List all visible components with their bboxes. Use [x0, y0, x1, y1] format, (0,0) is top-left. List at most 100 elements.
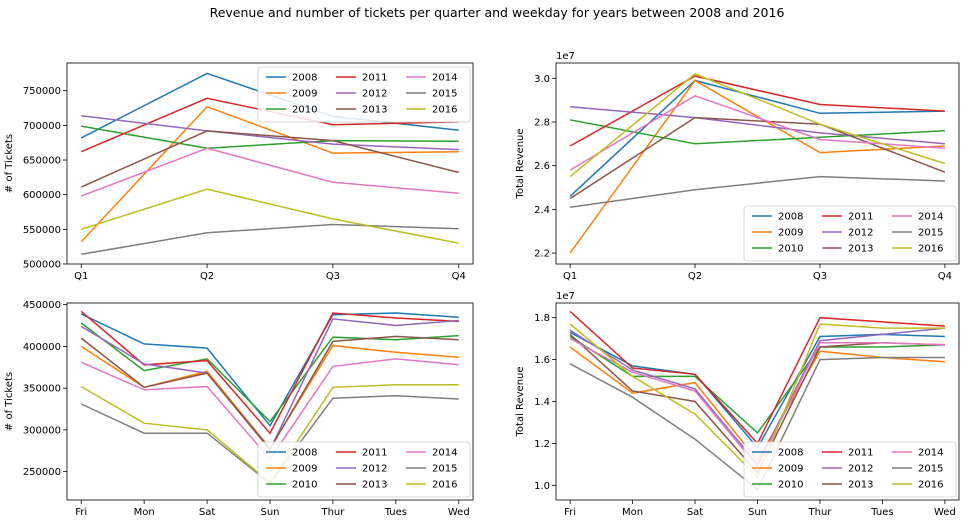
legend-label: 2009 — [778, 464, 803, 475]
x-tick-label: Thur — [808, 507, 833, 518]
legend-label: 2013 — [362, 480, 387, 491]
plot-frame — [66, 62, 474, 265]
legend-label: 2013 — [362, 105, 387, 116]
y-axis-label: Total Revenue — [515, 366, 526, 437]
y-tick-label: 1.0 — [534, 481, 550, 492]
legend-label: 2014 — [432, 448, 457, 459]
y-tick-label: 500000 — [23, 260, 61, 271]
y-exponent-label: 1e7 — [556, 291, 575, 302]
legend-label: 2008 — [778, 448, 803, 459]
series-line-2010 — [569, 119, 945, 145]
series-line-2008 — [80, 312, 459, 428]
x-tick-label: Thur — [320, 507, 345, 518]
legend-label: 2011 — [848, 212, 873, 223]
series-line-2015 — [569, 175, 945, 208]
y-axis-label: # of Tickets — [4, 372, 15, 431]
legend-label: 2011 — [848, 448, 873, 459]
series-line-2011 — [569, 75, 945, 147]
legend-label: 2012 — [362, 89, 387, 100]
y-tick-label: 2.8 — [534, 117, 550, 128]
legend-label: 2015 — [432, 464, 457, 475]
y-tick-label: 3.0 — [534, 74, 550, 85]
x-tick-label: Q3 — [326, 271, 340, 282]
legend-label: 2008 — [292, 73, 317, 84]
series-line-2013 — [569, 116, 946, 200]
legend: 2008 2009 2010 2011 2012 2013 2014 2015 2016 — [257, 441, 471, 498]
legend-label: 2014 — [432, 73, 457, 84]
legend-label: 2015 — [918, 464, 943, 475]
legend-label: 2010 — [292, 105, 317, 116]
y-tick-label: 300000 — [23, 425, 61, 436]
x-tick-label: Q2 — [688, 271, 702, 282]
legend-label: 2016 — [432, 105, 457, 116]
legend-label: 2011 — [362, 73, 387, 84]
series-line-2016 — [80, 188, 459, 244]
series-line-2015 — [81, 223, 459, 256]
series-line-2010 — [80, 322, 459, 423]
legend-label: 2015 — [432, 89, 457, 100]
legend-label: 2008 — [778, 212, 803, 223]
legend-label: 2016 — [918, 480, 943, 491]
legend: 2008 2009 2010 2011 2012 2013 2014 2015 2016 — [257, 66, 471, 123]
x-tick-label: Sat — [687, 507, 703, 518]
legend-label: 2012 — [848, 464, 873, 475]
legend-label: 2009 — [292, 89, 317, 100]
series-line-2016 — [569, 73, 946, 178]
legend-label: 2016 — [918, 244, 943, 255]
legend-label: 2014 — [918, 212, 943, 223]
legend-label: 2010 — [778, 480, 803, 491]
x-tick-label: Q4 — [938, 271, 952, 282]
series-line-2011 — [80, 310, 459, 435]
y-tick-label: 450000 — [23, 300, 61, 311]
x-tick-label: Fri — [75, 507, 87, 518]
x-tick-label: Mon — [622, 507, 643, 518]
series-line-2010 — [81, 125, 459, 150]
y-axis-label: # of Tickets — [4, 134, 15, 193]
legend: 2008 2009 2010 2011 2012 2013 2014 2015 2016 — [743, 441, 957, 498]
legend-label: 2008 — [292, 448, 317, 459]
x-tick-label: Sat — [199, 507, 215, 518]
x-tick-label: Q3 — [813, 271, 827, 282]
y-tick-label: 250000 — [23, 467, 61, 478]
legend-label: 2010 — [292, 480, 317, 491]
legend-label: 2011 — [362, 448, 387, 459]
y-tick-label: 700000 — [23, 121, 61, 132]
legend-label: 2013 — [848, 244, 873, 255]
legend: 2008 2009 2010 2011 2012 2013 2014 2015 2016 — [743, 205, 957, 262]
x-tick-label: Sun — [748, 507, 767, 518]
y-tick-label: 2.4 — [534, 205, 550, 216]
legend-label: 2012 — [848, 228, 873, 239]
chart-tickets_weekday: 250000 300000 350000 400000 450000 Fri Mon Sat S… — [4, 300, 474, 518]
y-tick-label: 1.8 — [534, 313, 550, 324]
x-tick-label: Q4 — [452, 271, 466, 282]
series-line-2014 — [80, 147, 459, 197]
y-tick-label: 600000 — [23, 190, 61, 201]
y-tick-label: 1.6 — [534, 355, 550, 366]
y-tick-label: 1.4 — [534, 397, 550, 408]
y-axis-label: Total Revenue — [515, 128, 526, 199]
series-line-2013 — [80, 130, 459, 188]
x-tick-label: Tues — [384, 507, 407, 518]
x-tick-label: Fri — [564, 507, 576, 518]
plot-frame — [555, 62, 960, 265]
x-tick-label: Tues — [870, 507, 893, 518]
y-tick-label: 1.2 — [534, 439, 550, 450]
x-tick-label: Wed — [934, 507, 956, 518]
x-tick-label: Sun — [260, 507, 279, 518]
x-tick-label: Q1 — [563, 271, 577, 282]
y-tick-label: 350000 — [23, 384, 61, 395]
chart-revenue_weekday: 1.0 1.2 1.4 1.6 1.8 Fri Mon Sat Sun Thur Tues Wed To… — [515, 291, 960, 518]
legend-label: 2015 — [918, 228, 943, 239]
chart-revenue_quarter: 2.2 2.4 2.6 2.8 3.0 Q1 Q2 Q3 Q4 Total Revenue 1e7 2… — [515, 51, 960, 282]
y-tick-label: 650000 — [23, 156, 61, 167]
legend-label: 2012 — [362, 464, 387, 475]
series-line-2009 — [569, 79, 945, 254]
legend-label: 2014 — [918, 448, 943, 459]
y-exponent-label: 1e7 — [556, 51, 575, 62]
x-tick-label: Q1 — [74, 271, 88, 282]
x-tick-label: Mon — [134, 507, 155, 518]
legend-label: 2013 — [848, 480, 873, 491]
y-tick-label: 400000 — [23, 342, 61, 353]
